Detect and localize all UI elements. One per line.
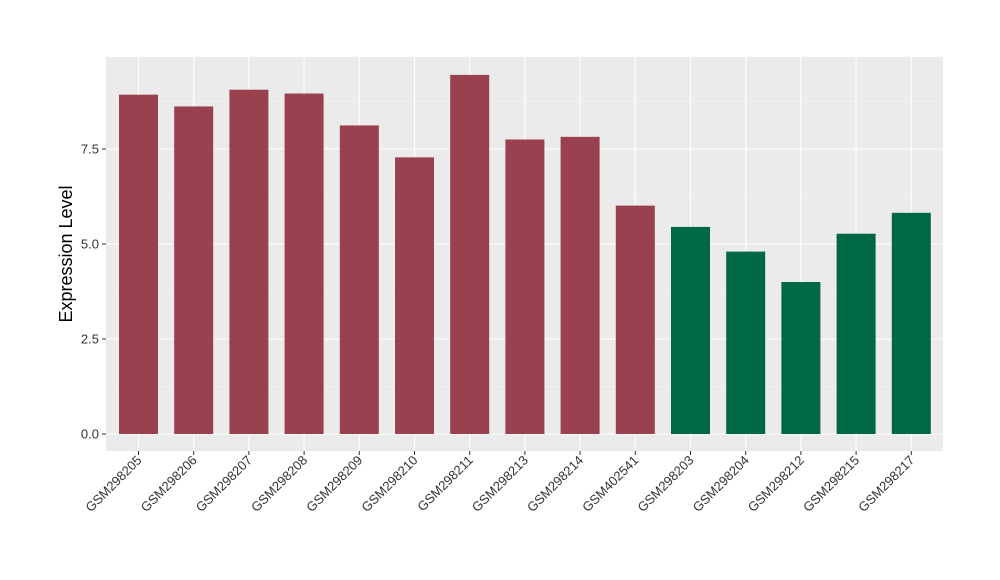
x-tick-label: GSM298208 — [248, 453, 310, 515]
bars — [119, 74, 931, 435]
x-tick-label: GSM298215 — [800, 453, 862, 515]
y-axis-title: Expression Level — [56, 185, 76, 322]
x-tick-label: GSM298213 — [469, 453, 531, 515]
x-tick-label: GSM298203 — [634, 453, 696, 515]
bar — [505, 139, 545, 434]
bar — [615, 205, 655, 434]
x-tick-label: GSM298217 — [855, 453, 917, 515]
x-tick-label: GSM298212 — [745, 453, 807, 515]
y-axis: 0.0 2.5 5.0 7.5 — [81, 142, 106, 442]
bar — [229, 89, 269, 434]
bar — [781, 282, 821, 434]
x-tick-label: GSM298205 — [82, 453, 144, 515]
x-tick-label: GSM298206 — [138, 453, 200, 515]
y-tick-label: 5.0 — [81, 237, 99, 252]
x-tick-label: GSM298214 — [524, 453, 586, 515]
bar — [726, 251, 766, 434]
x-tick-label: GSM298207 — [193, 453, 255, 515]
x-tick-label: GSM298210 — [358, 453, 420, 515]
bar — [836, 233, 876, 434]
bar — [284, 93, 324, 435]
bar — [891, 212, 931, 434]
x-tick-label: GSM298211 — [414, 453, 476, 515]
x-tick-label: GSM298204 — [690, 453, 752, 515]
bar — [560, 136, 600, 434]
bar — [174, 106, 214, 434]
x-tick-label: GSM298209 — [303, 453, 365, 515]
bar — [339, 125, 379, 434]
x-tick-label: GSM402541 — [579, 453, 641, 515]
y-tick-label: 2.5 — [81, 332, 99, 347]
y-tick-label: 7.5 — [81, 142, 99, 157]
bar — [119, 94, 158, 434]
bar — [450, 74, 490, 435]
y-tick-label: 0.0 — [81, 427, 99, 442]
x-axis: GSM298205GSM298206GSM298207GSM298208GSM2… — [82, 451, 917, 515]
bar — [671, 226, 710, 434]
bar — [395, 157, 434, 435]
